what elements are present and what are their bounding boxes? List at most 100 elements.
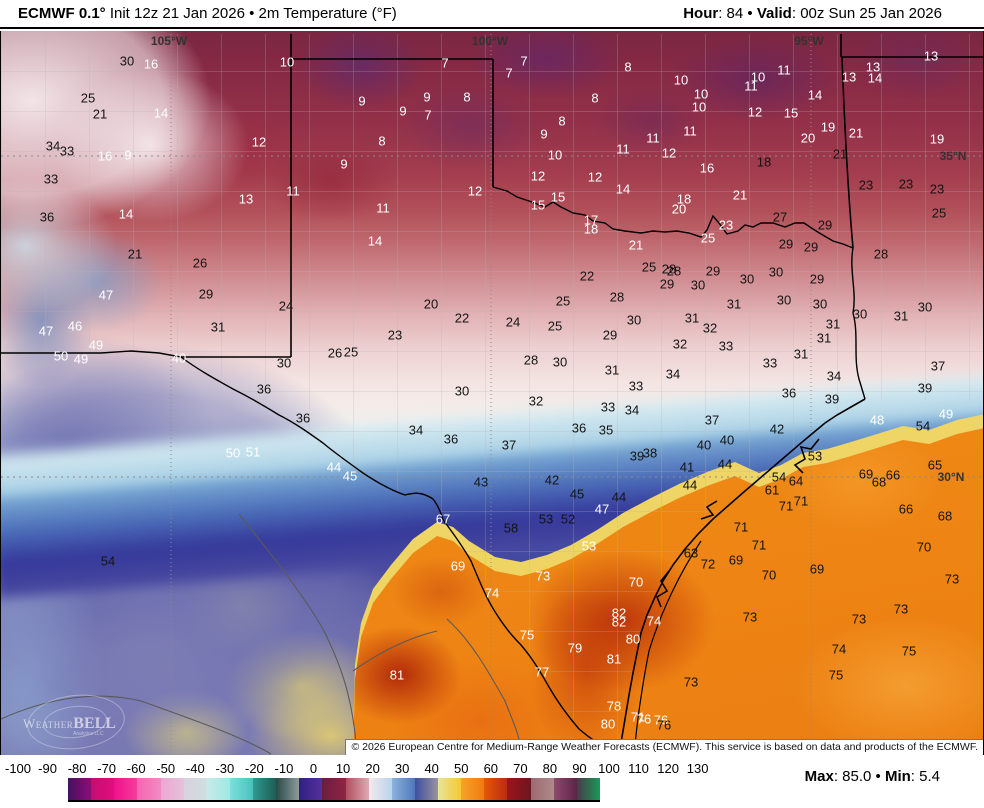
station-value: 30: [626, 312, 642, 328]
station-value: 45: [569, 486, 585, 502]
colorbar-tick-label: 130: [686, 761, 709, 776]
station-value: 30: [276, 355, 292, 371]
station-value: 24: [505, 314, 521, 330]
station-value: 14: [153, 105, 169, 121]
station-value: 37: [501, 437, 517, 453]
model-name: ECMWF 0.1°: [18, 5, 106, 22]
station-value: 65: [927, 457, 943, 473]
station-value: 7: [424, 107, 432, 123]
station-value: 73: [851, 611, 867, 627]
station-value: 20: [671, 201, 687, 217]
station-value: 40: [171, 350, 187, 366]
colorbar-tick-label: 70: [513, 761, 528, 776]
station-value: 25: [555, 293, 571, 309]
station-value: 69: [450, 558, 466, 574]
station-value: 7: [441, 55, 449, 71]
colorbar-segment: [484, 778, 508, 800]
station-value: 34: [624, 402, 640, 418]
station-value: 9: [399, 103, 407, 119]
colorbar-legend: -100 -90 -80 -70 -60 -50 -40 -30 -20 -10 0 10 20 30 40…: [0, 755, 984, 808]
station-value: 14: [118, 206, 134, 222]
station-value: 28: [666, 263, 682, 279]
station-value: 20: [423, 296, 439, 312]
station-value: 8: [624, 59, 632, 75]
station-value: 33: [628, 378, 644, 394]
station-value: 11: [683, 123, 697, 139]
station-value: 50: [225, 445, 241, 461]
station-value: 44: [717, 456, 733, 472]
station-value: 19: [820, 119, 836, 135]
station-value: 10: [279, 54, 295, 70]
station-value: 23: [718, 217, 734, 233]
station-value: 71: [778, 498, 794, 514]
station-value: 36: [571, 420, 587, 436]
station-value: 73: [893, 601, 909, 617]
station-value: 35: [598, 422, 614, 438]
station-value: 77: [534, 664, 550, 680]
station-value: 12: [747, 104, 763, 120]
station-value: 12: [587, 169, 603, 185]
max-label: Max: [804, 768, 834, 785]
station-value: 29: [803, 239, 819, 255]
station-value: 9: [358, 93, 366, 109]
station-value: 11: [286, 183, 300, 199]
station-value: 28: [661, 261, 677, 277]
station-value: 17: [583, 212, 599, 228]
state-borders: [1, 34, 983, 358]
watermark-weather: Weather: [23, 716, 74, 731]
station-value: 25: [700, 230, 716, 246]
colorbar-tick-label: 80: [542, 761, 558, 776]
station-value: 54: [915, 418, 931, 434]
colorbar-tick-label: -100: [4, 761, 32, 776]
station-value: 9: [124, 147, 132, 163]
station-value: 11: [376, 200, 390, 216]
station-value: 8: [591, 90, 599, 106]
station-value: 29: [602, 327, 618, 343]
station-value: 43: [473, 474, 489, 490]
station-value: 22: [454, 310, 470, 326]
station-value: 30: [552, 354, 568, 370]
station-value: 32: [702, 320, 718, 336]
station-value: 37: [930, 358, 946, 374]
rio-grande-river: [100, 350, 618, 755]
station-value: 9: [340, 156, 348, 172]
station-value: 45: [342, 468, 358, 484]
station-value: 13: [841, 69, 857, 85]
station-value: 68: [937, 508, 953, 524]
station-value: 18: [583, 221, 599, 237]
station-value: 27: [772, 209, 788, 225]
station-value: 31: [793, 346, 809, 362]
min-value: 5.4: [919, 768, 940, 785]
station-value: 51: [245, 444, 261, 460]
station-value: 30: [739, 271, 755, 287]
station-value: 80: [625, 631, 641, 647]
station-value: 53: [581, 538, 597, 554]
station-value: 75: [901, 643, 917, 659]
colorbar-tick-label: 100: [598, 761, 620, 776]
colorbar-tick-label: 90: [572, 761, 587, 776]
station-value: 58: [503, 520, 519, 536]
station-value: 82: [611, 614, 627, 630]
station-value: 26: [327, 345, 343, 361]
station-value: 31: [604, 362, 620, 378]
colorbar-tick-label: 20: [365, 761, 380, 776]
station-value: 19: [929, 131, 945, 147]
station-value: 36: [256, 381, 272, 397]
watermark-wordmark: WeatherBELL: [23, 715, 116, 733]
station-value: 73: [742, 609, 758, 625]
station-value: 81: [389, 667, 405, 683]
station-value: 33: [718, 338, 734, 354]
station-value: 39: [917, 380, 933, 396]
station-value: 30: [768, 264, 784, 280]
colorbar-tick-label: -20: [244, 761, 264, 776]
colorbar-segment: [414, 778, 438, 800]
red-river: [492, 186, 866, 400]
station-value: 79: [567, 640, 583, 656]
station-value: 49: [88, 337, 104, 353]
colorbar-segment: [299, 778, 323, 800]
graticule-label: 30°N: [937, 470, 965, 484]
station-value: 82: [611, 605, 627, 621]
station-value: 8: [558, 113, 566, 129]
colorbar-segment: [68, 778, 92, 800]
station-value: 71: [751, 537, 767, 553]
